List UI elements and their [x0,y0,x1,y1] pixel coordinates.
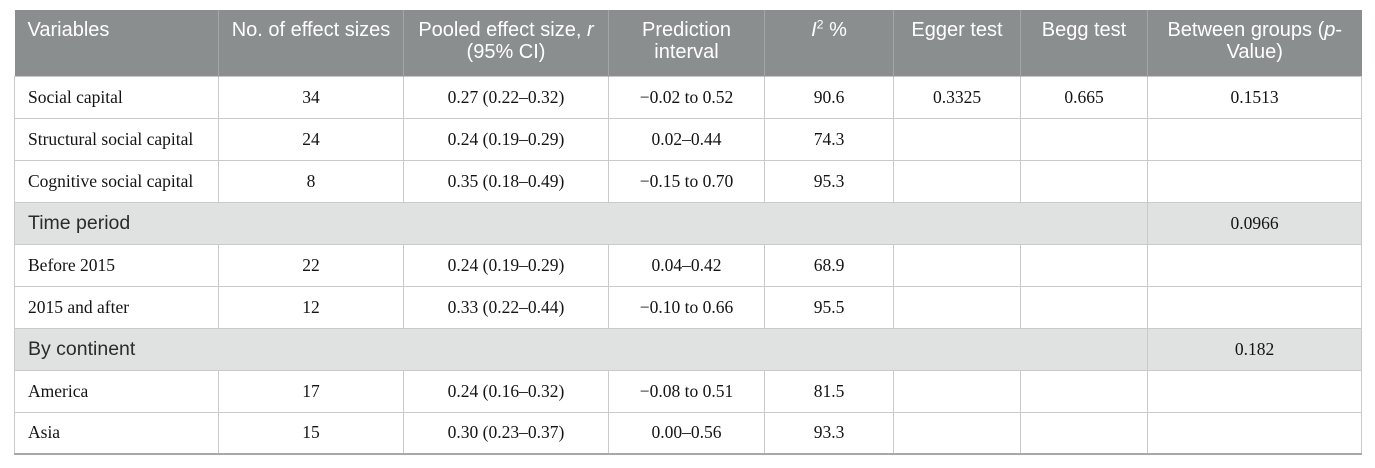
table-row: Social capital 34 0.27 (0.22–0.32) −0.02 to… [14,75,1362,119]
table-cell-begg-test [1020,369,1148,413]
col-header-egger-test-text: Egger test [911,19,1003,41]
col-header-i-squared-text: I [811,19,817,41]
table-cell-begg-test [1020,117,1148,161]
table-cell-variables: Social capital [14,75,219,119]
table-cell-egger-test [893,243,1021,287]
col-header-i-squared: I2 % [764,10,894,76]
table-row: America 17 0.24 (0.16–0.32) −0.08 to 0.51 81… [14,369,1362,413]
table-cell-prediction-interval: −0.15 to 0.70 [608,159,765,203]
col-header-begg-test: Begg test [1020,10,1148,76]
header-row: Variables No. of effect sizes Pooled effec… [14,10,1362,76]
table-row: Cognitive social capital 8 0.35 (0.18–0.49… [14,159,1362,203]
table-cell-variables: 2015 and after [14,285,219,329]
col-header-egger-test: Egger test [893,10,1021,76]
table-row: 2015 and after 12 0.33 (0.22–0.44) −0.10 to… [14,285,1362,329]
table-cell-prediction-interval: 0.04–0.42 [608,243,765,287]
table-cell-i-squared: 95.5 [764,285,894,329]
col-header-begg-test-text: Begg test [1041,19,1127,41]
table-cell-i-squared: 68.9 [764,243,894,287]
table-cell-variables: America [14,369,219,413]
table-cell-between-groups: 0.1513 [1147,75,1362,119]
table-cell-prediction-interval: 0.00–0.56 [608,411,765,455]
table-cell-n-effect-sizes: 22 [218,243,404,287]
table-cell-between-groups [1147,243,1362,287]
col-header-variables: Variables [14,10,219,76]
table-cell-n-effect-sizes: 15 [218,411,404,455]
table-cell-pooled-effect-size: 0.35 (0.18–0.49) [403,159,609,203]
table-cell-pooled-effect-size: 0.27 (0.22–0.32) [403,75,609,119]
table-cell-pooled-effect-size: 0.24 (0.19–0.29) [403,243,609,287]
col-header-between-groups: Between groups (p-Value) [1147,10,1362,76]
table-cell-between-groups [1147,117,1362,161]
table-cell-between-groups [1147,369,1362,413]
table-cell-egger-test [893,411,1021,455]
table-cell-pooled-effect-size: 0.33 (0.22–0.44) [403,285,609,329]
table-cell-i-squared: 95.3 [764,159,894,203]
col-header-i-squared-text: % [823,19,847,41]
col-header-pooled-effect-size-text: (95% CI) [466,41,546,63]
table-row: Before 2015 22 0.24 (0.19–0.29) 0.04–0.42 68… [14,243,1362,287]
col-header-i-squared-text: 2 [816,17,824,32]
section-p-value: 0.182 [1147,327,1362,371]
table-cell-prediction-interval: −0.08 to 0.51 [608,369,765,413]
table-cell-begg-test: 0.665 [1020,75,1148,119]
col-header-n-effect-sizes-text: No. of effect sizes [231,19,391,41]
table-cell-egger-test [893,117,1021,161]
table-body: Social capital 34 0.27 (0.22–0.32) −0.02 to… [14,75,1362,455]
table-cell-variables: Asia [14,411,219,455]
col-header-variables-text: Variables [27,19,110,41]
table-cell-begg-test [1020,285,1148,329]
table-cell-n-effect-sizes: 34 [218,75,404,119]
table-cell-pooled-effect-size: 0.24 (0.19–0.29) [403,117,609,161]
table-header: Variables No. of effect sizes Pooled effec… [14,10,1362,76]
col-header-between-groups-text: Between groups ( [1167,19,1325,41]
col-header-prediction-interval-text: Prediction interval [642,19,731,63]
col-header-between-groups-text: -Value) [1226,19,1343,63]
table-cell-begg-test [1020,243,1148,287]
table-cell-begg-test [1020,411,1148,455]
meta-analysis-table-container: Variables No. of effect sizes Pooled effec… [14,10,1362,455]
table-row: Asia 15 0.30 (0.23–0.37) 0.00–0.56 93.3 [14,411,1362,455]
table-cell-prediction-interval: −0.10 to 0.66 [608,285,765,329]
table-cell-between-groups [1147,159,1362,203]
col-header-prediction-interval: Prediction interval [608,10,765,76]
table-cell-pooled-effect-size: 0.24 (0.16–0.32) [403,369,609,413]
col-header-pooled-effect-size: Pooled effect size, r (95% CI) [403,10,609,76]
col-header-between-groups-text: p [1324,19,1336,41]
table-cell-egger-test [893,369,1021,413]
section-p-value: 0.0966 [1147,201,1362,245]
meta-analysis-results-table: Variables No. of effect sizes Pooled effec… [14,10,1362,455]
col-header-pooled-effect-size-text: Pooled effect size, [418,19,587,41]
section-label: Time period [14,201,1148,245]
table-cell-egger-test: 0.3325 [893,75,1021,119]
table-cell-n-effect-sizes: 17 [218,369,404,413]
section-row: Time period 0.0966 [14,201,1362,245]
table-cell-prediction-interval: −0.02 to 0.52 [608,75,765,119]
table-cell-i-squared: 93.3 [764,411,894,455]
table-cell-i-squared: 74.3 [764,117,894,161]
table-row: Structural social capital 24 0.24 (0.19–0.… [14,117,1362,161]
table-cell-between-groups [1147,285,1362,329]
section-row: By continent 0.182 [14,327,1362,371]
table-cell-prediction-interval: 0.02–0.44 [608,117,765,161]
table-cell-egger-test [893,159,1021,203]
section-label: By continent [14,327,1148,371]
table-cell-variables: Before 2015 [14,243,219,287]
col-header-pooled-effect-size-text: r [586,19,594,41]
table-cell-egger-test [893,285,1021,329]
table-cell-between-groups [1147,411,1362,455]
table-cell-n-effect-sizes: 8 [218,159,404,203]
table-cell-variables: Structural social capital [14,117,219,161]
table-cell-i-squared: 90.6 [764,75,894,119]
table-cell-n-effect-sizes: 12 [218,285,404,329]
col-header-n-effect-sizes: No. of effect sizes [218,10,404,76]
table-cell-i-squared: 81.5 [764,369,894,413]
table-cell-pooled-effect-size: 0.30 (0.23–0.37) [403,411,609,455]
table-cell-n-effect-sizes: 24 [218,117,404,161]
table-cell-variables: Cognitive social capital [14,159,219,203]
table-cell-begg-test [1020,159,1148,203]
